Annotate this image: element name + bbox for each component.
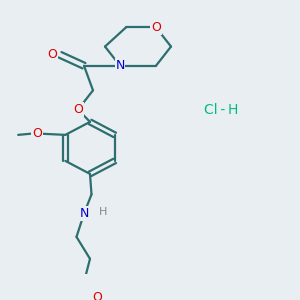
Text: Cl - H: Cl - H xyxy=(204,103,239,116)
Text: O: O xyxy=(32,127,42,140)
Text: O: O xyxy=(73,103,83,116)
Text: O: O xyxy=(48,48,57,61)
Text: O: O xyxy=(93,291,102,300)
Text: O: O xyxy=(151,21,161,34)
Text: H: H xyxy=(99,207,108,217)
Text: N: N xyxy=(115,59,125,72)
Text: N: N xyxy=(79,207,89,220)
